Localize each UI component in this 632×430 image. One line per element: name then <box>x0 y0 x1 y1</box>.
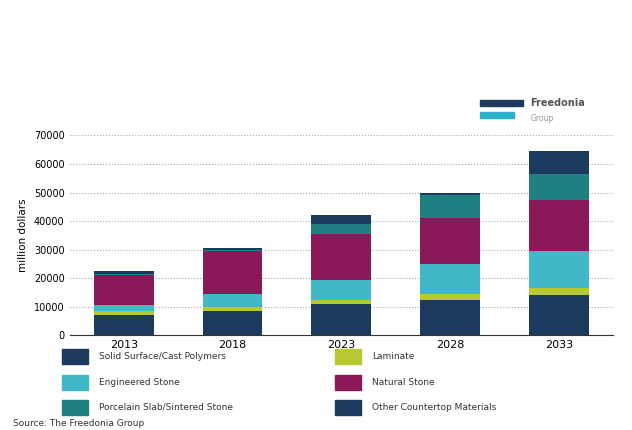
Bar <box>203 250 262 251</box>
Text: Freedonia: Freedonia <box>530 98 585 108</box>
Bar <box>420 218 480 264</box>
Bar <box>94 305 154 311</box>
Text: Figure 3-9.
Global Countertop Demand by Material,
2013, 2018, 2023, 2028, & 2033: Figure 3-9. Global Countertop Demand by … <box>8 7 256 60</box>
Bar <box>420 294 480 300</box>
Bar <box>62 350 87 365</box>
Bar <box>312 304 371 335</box>
Bar <box>335 375 360 390</box>
Text: Engineered Stone: Engineered Stone <box>99 378 179 387</box>
Bar <box>480 100 523 106</box>
Bar <box>94 274 154 276</box>
Bar <box>312 224 371 234</box>
Bar <box>94 311 154 316</box>
Bar <box>203 248 262 250</box>
Bar <box>529 151 588 174</box>
Bar <box>62 375 87 390</box>
Bar <box>420 300 480 335</box>
Bar <box>529 200 588 251</box>
Text: Solid Surface/Cast Polymers: Solid Surface/Cast Polymers <box>99 353 226 362</box>
Text: Other Countertop Materials: Other Countertop Materials <box>372 403 496 412</box>
Bar <box>312 234 371 280</box>
Text: Group: Group <box>530 114 554 123</box>
Bar <box>529 251 588 288</box>
Bar <box>420 193 480 195</box>
Bar <box>203 311 262 335</box>
Bar <box>312 280 371 300</box>
Text: Natural Stone: Natural Stone <box>372 378 435 387</box>
Bar <box>203 251 262 294</box>
Bar <box>94 316 154 335</box>
Bar <box>312 300 371 304</box>
Bar <box>420 195 480 218</box>
Bar <box>62 400 87 415</box>
Bar <box>529 295 588 335</box>
Bar <box>94 276 154 305</box>
Bar <box>203 294 262 307</box>
Bar <box>529 288 588 295</box>
Bar <box>420 264 480 294</box>
Text: Porcelain Slab/Sintered Stone: Porcelain Slab/Sintered Stone <box>99 403 233 412</box>
Y-axis label: million dollars: million dollars <box>18 199 28 272</box>
Bar <box>312 215 371 224</box>
Text: Source: The Freedonia Group: Source: The Freedonia Group <box>13 419 144 428</box>
Bar <box>203 307 262 311</box>
Bar <box>335 350 360 365</box>
Bar <box>94 271 154 274</box>
Text: Laminate: Laminate <box>372 353 415 362</box>
Bar <box>335 400 360 415</box>
Bar <box>529 174 588 200</box>
Bar <box>480 112 514 118</box>
